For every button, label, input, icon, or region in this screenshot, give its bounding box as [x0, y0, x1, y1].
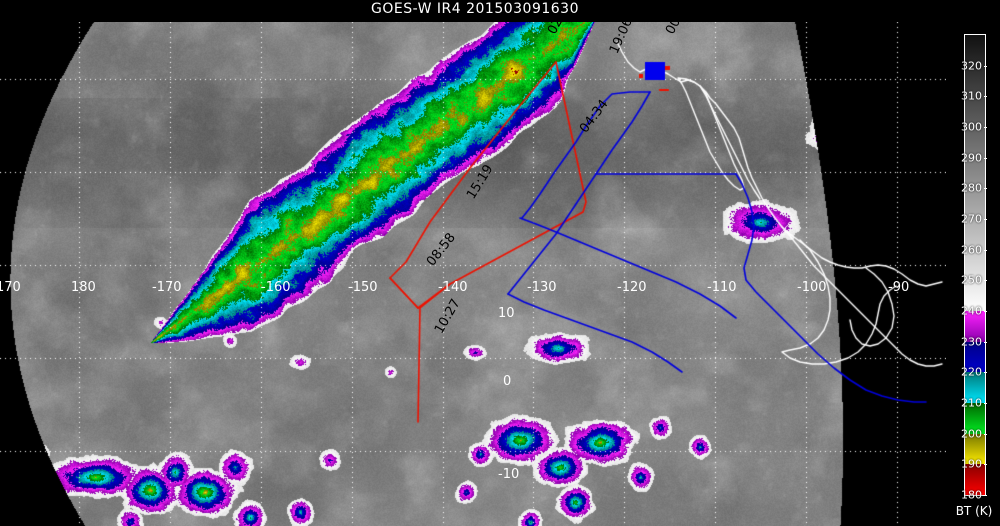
- colorbar-tick-320: 320: [961, 59, 982, 73]
- colorbar-tick-310: 310: [961, 89, 982, 103]
- colorbar-tick-180: 180: [961, 488, 982, 502]
- colorbar-tick-260: 260: [961, 243, 982, 257]
- colorbar-tick-270: 270: [961, 212, 982, 226]
- colorbar-tickmark-300: [984, 127, 987, 128]
- colorbar-tickmark-220: [984, 372, 987, 374]
- colorbar-axis-label: BT (K): [955, 504, 993, 518]
- colorbar-tick-280: 280: [961, 181, 982, 195]
- colorbar-tick-290: 290: [961, 151, 982, 165]
- colorbar: 320 310 300 290 280 270 260 250 240 230 220 210 200 1…: [948, 22, 1000, 526]
- colorbar-tick-220: 220: [961, 365, 982, 379]
- colorbar-tickmark-250: [984, 280, 987, 282]
- colorbar-tick-240: 240: [961, 304, 982, 318]
- satellite-image-canvas: 170 180 -170 -160 -150 -140 -130 -120 -1…: [0, 22, 946, 526]
- colorbar-tickmark-290: [984, 157, 987, 159]
- ir-brightness-temperature-map: [0, 22, 946, 526]
- colorbar-tick-250: 250: [961, 273, 982, 287]
- colorbar-tickmark-200: [984, 433, 987, 435]
- colorbar-tickmark-280: [984, 188, 987, 190]
- colorbar-tickmark-310: [984, 96, 987, 98]
- colorbar-tick-300: 300: [961, 120, 982, 134]
- colorbar-tickmark-210: [984, 403, 987, 404]
- colorbar-tickmark-180: [984, 495, 987, 496]
- colorbar-tick-190: 190: [961, 457, 982, 471]
- colorbar-gradient: [964, 34, 986, 496]
- colorbar-tickmark-190: [984, 464, 987, 466]
- colorbar-tickmark-230: [984, 341, 987, 343]
- colorbar-tickmark-260: [984, 249, 987, 251]
- colorbar-tick-200: 200: [961, 427, 982, 441]
- colorbar-tickmark-240: [984, 311, 987, 312]
- colorbar-tick-230: 230: [961, 335, 982, 349]
- page-title: GOES-W IR4 201503091630: [371, 1, 579, 17]
- colorbar-tick-210: 210: [961, 396, 982, 410]
- colorbar-tickmark-270: [984, 219, 987, 220]
- colorbar-ticks: 320 310 300 290 280 270 260 250 240 230 220 210 200 1…: [948, 34, 1000, 502]
- colorbar-tickmark-320: [984, 65, 987, 67]
